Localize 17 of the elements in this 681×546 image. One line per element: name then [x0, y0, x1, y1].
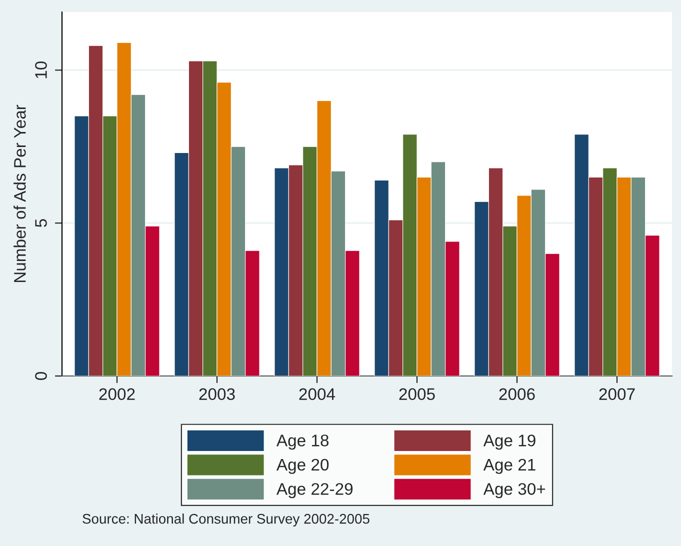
source-note: Source: National Consumer Survey 2002-2005 [82, 514, 370, 526]
y-tick-label: 10 [35, 62, 47, 78]
x-tick-label: 2003 [199, 388, 235, 400]
x-tick-label: 2006 [499, 388, 535, 400]
x-tick-label: 2007 [599, 388, 635, 400]
x-tick-label: 2005 [399, 388, 435, 400]
y-tick-label: 5 [35, 219, 47, 228]
x-tick-label: 2004 [299, 388, 336, 400]
y-tick-label: 0 [35, 372, 47, 380]
legend-label: Age 30+ [483, 483, 546, 498]
legend-label: Age 19 [483, 434, 536, 450]
legend-label: Age 18 [276, 434, 329, 450]
x-tick-label: 2002 [99, 388, 135, 400]
legend-label: Age 21 [483, 458, 536, 474]
legend-label: Age 22-29 [276, 483, 353, 498]
y-axis-title: Number of Ads Per Year [14, 104, 26, 282]
legend-label: Age 20 [276, 458, 329, 474]
